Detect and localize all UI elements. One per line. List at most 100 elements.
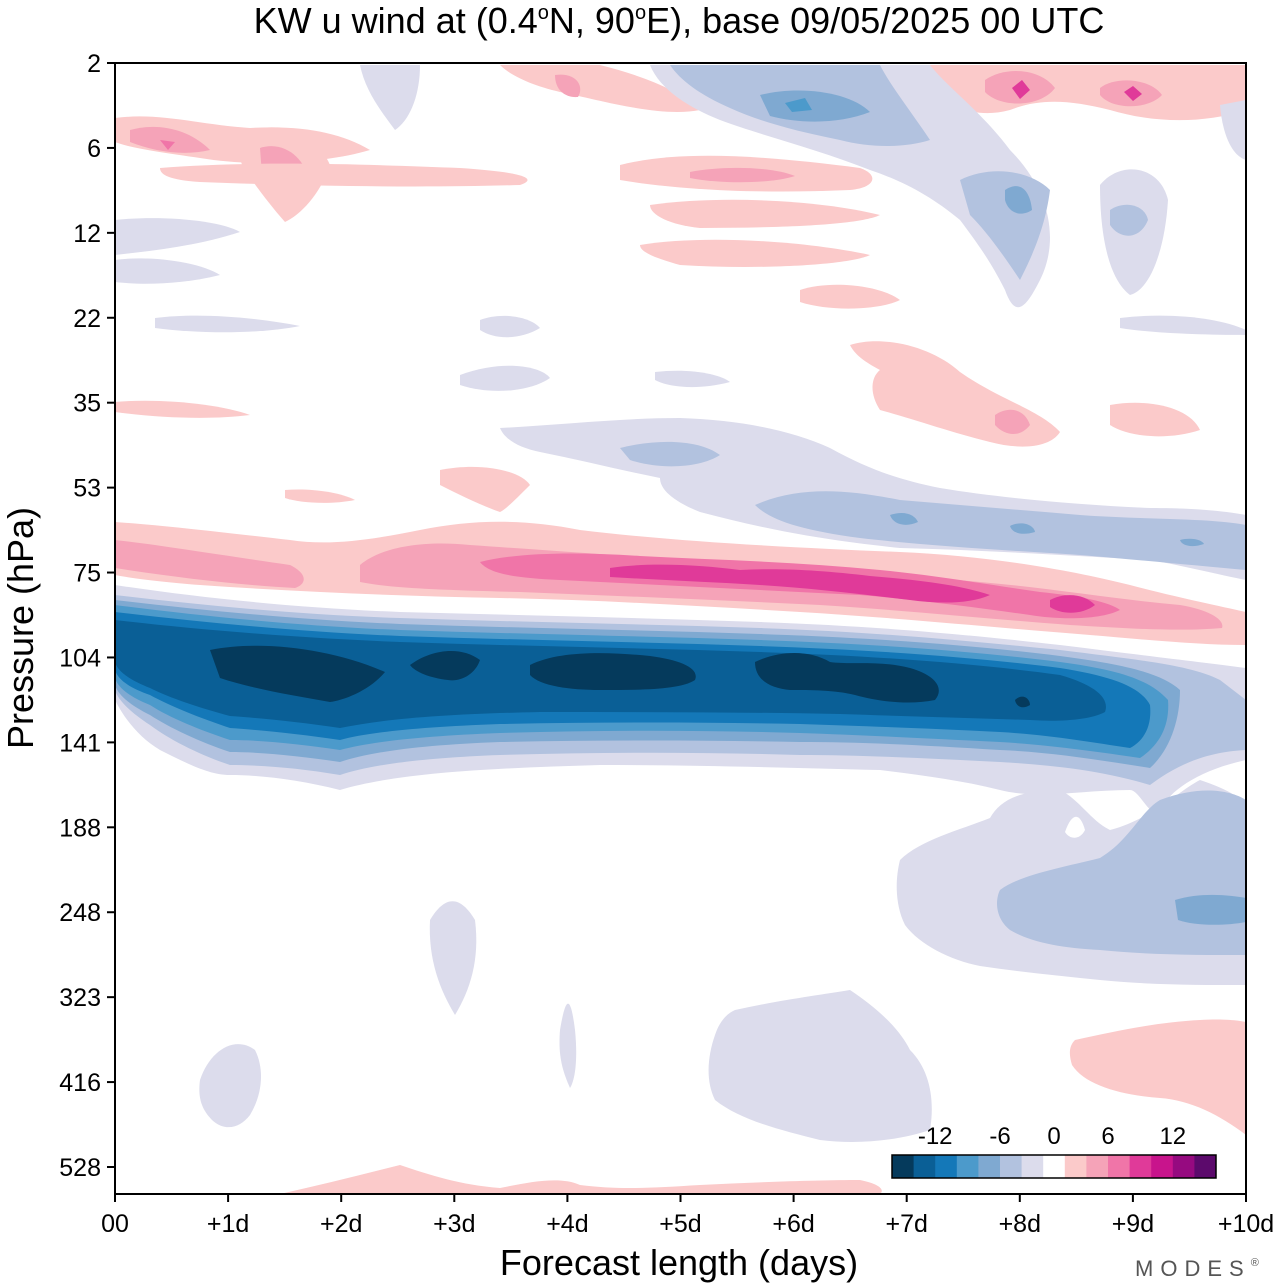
contour-neg-strat-6	[1005, 186, 1032, 214]
contour-pos-35-6	[285, 489, 355, 503]
contour-neg-strat-14	[480, 315, 540, 338]
contour-neg-53-2	[620, 441, 720, 467]
contour-pos-35-3	[1110, 402, 1200, 437]
colorbar-swatch	[1000, 1155, 1023, 1178]
colorbar-label: -12	[918, 1123, 953, 1150]
x-axis-title: Forecast length (days)	[500, 1242, 858, 1283]
colorbar-swatch	[1064, 1155, 1087, 1178]
contour-neg-tropo-6	[199, 1044, 262, 1128]
y-tick-label: 323	[59, 984, 101, 1012]
contour-neg-jet-7	[210, 645, 1030, 708]
y-tick-label: 528	[59, 1154, 101, 1182]
x-tick-label: +5d	[659, 1210, 701, 1238]
colorbar-swatch	[892, 1155, 915, 1178]
contour-neg-53-4	[890, 512, 918, 525]
contour-neg-53-3	[755, 491, 1246, 570]
colorbar-legend: -12 -6 0 6 12	[891, 1123, 1217, 1179]
credit-logo: MODES®	[1135, 1256, 1266, 1281]
contour-pos-strat-7	[500, 65, 700, 113]
colorbar-swatch	[1129, 1155, 1152, 1178]
contour-pos-strat-18	[800, 284, 900, 309]
contour-neg-strat-13	[155, 315, 300, 333]
colorbar-frame	[891, 1154, 1217, 1179]
y-axis-title: Pressure (hPa)	[0, 507, 41, 749]
y-tick-label: 35	[73, 390, 101, 418]
contour-pos-tropo-1	[1069, 1019, 1246, 1135]
x-tick-label: 00	[101, 1210, 129, 1238]
x-tick-label: +2d	[320, 1210, 362, 1238]
contour-pos-strat-2	[130, 126, 210, 153]
x-tick-label: +8d	[999, 1210, 1041, 1238]
contour-neg-strat-1	[650, 65, 1050, 308]
y-tick-label: 75	[73, 560, 101, 588]
contour-pos-tropo-2	[280, 1165, 882, 1194]
contour-pos-75-5	[1050, 595, 1095, 613]
contour-neg-tropo-4	[429, 901, 477, 1015]
colorbar-swatch	[1172, 1155, 1195, 1178]
colorbar-swatch	[1086, 1155, 1109, 1178]
contour-neg-strat-11	[115, 218, 240, 255]
contour-pos-strat-15	[1012, 80, 1030, 99]
contour-pos-strat-6	[160, 163, 528, 187]
y-tick-label: 2	[87, 50, 101, 78]
contour-neg-strat-15	[460, 365, 550, 391]
contour-neg-strat-12	[115, 258, 220, 284]
contour-neg-strat-9	[1220, 100, 1246, 160]
colorbar-swatch	[1021, 1155, 1044, 1178]
y-tick-label: 188	[59, 814, 101, 842]
contour-pos-75-4	[610, 564, 990, 603]
contour-neg-strat-16	[1120, 315, 1246, 335]
contour-neg-strat-4	[785, 98, 812, 112]
contour-pos-strat-10	[690, 167, 795, 183]
contour-neg-53-5	[1010, 523, 1035, 534]
x-tick-label: +4d	[546, 1210, 588, 1238]
colorbar-label: 0	[1047, 1123, 1060, 1150]
y-tick-label: 104	[59, 644, 101, 672]
contour-neg-tropo-5	[559, 1003, 577, 1088]
colorbar-label: -6	[989, 1123, 1010, 1150]
contour-pos-strat-3	[160, 140, 175, 150]
contour-neg-tropo-3	[1175, 894, 1246, 925]
colorbar-label: 6	[1101, 1123, 1114, 1150]
contour-pos-35-4	[115, 400, 250, 418]
y-axis: 2 6 12 22 35 53 75 104 141 188 248 323 416 528	[59, 50, 115, 1182]
contour-pos-35-2	[995, 409, 1030, 435]
colorbar-label: 12	[1159, 1123, 1186, 1150]
y-tick-label: 22	[73, 305, 101, 333]
x-tick-label: +7d	[885, 1210, 927, 1238]
contour-neg-tropo-7	[708, 990, 932, 1142]
x-axis: 00 +1d +2d +3d +4d +5d +6d +7d +8d +9d +10d	[101, 1194, 1274, 1238]
x-tick-label: +3d	[433, 1210, 475, 1238]
contour-neg-strat-3	[760, 90, 870, 122]
colorbar-swatch	[1108, 1155, 1131, 1178]
y-tick-label: 12	[73, 220, 101, 248]
contour-neg-strat-17	[655, 370, 730, 388]
colorbar-swatch	[935, 1155, 958, 1178]
x-tick-label: +10d	[1218, 1210, 1274, 1238]
contour-pos-strat-8	[555, 74, 581, 98]
contour-fill-layer	[114, 62, 1247, 1195]
contour-neg-strat-8	[1110, 204, 1148, 236]
contour-neg-strat-10	[360, 65, 420, 130]
colorbar-swatch	[1043, 1155, 1066, 1178]
y-tick-label: 53	[73, 475, 101, 503]
chart-title: KW u wind at (0.4oN, 90oE), base 09/05/2…	[254, 0, 1105, 41]
colorbar-swatch	[913, 1155, 936, 1178]
colorbar-swatch	[1194, 1155, 1217, 1178]
contour-pos-strat-17	[1124, 86, 1142, 101]
x-tick-label: +9d	[1112, 1210, 1154, 1238]
y-tick-label: 6	[87, 135, 101, 163]
x-tick-label: +6d	[772, 1210, 814, 1238]
contour-neg-53-6	[1180, 538, 1204, 547]
y-tick-label: 141	[59, 729, 101, 757]
colorbar-swatch	[978, 1155, 1001, 1178]
y-tick-label: 416	[59, 1069, 101, 1097]
y-tick-label: 248	[59, 899, 101, 927]
contour-pos-strat-11	[650, 199, 880, 228]
colorbar-swatch	[956, 1155, 979, 1178]
x-tick-label: +1d	[207, 1210, 249, 1238]
contour-pos-35-5	[440, 466, 530, 512]
contour-pos-strat-12	[640, 239, 870, 267]
colorbar-swatch	[1151, 1155, 1174, 1178]
